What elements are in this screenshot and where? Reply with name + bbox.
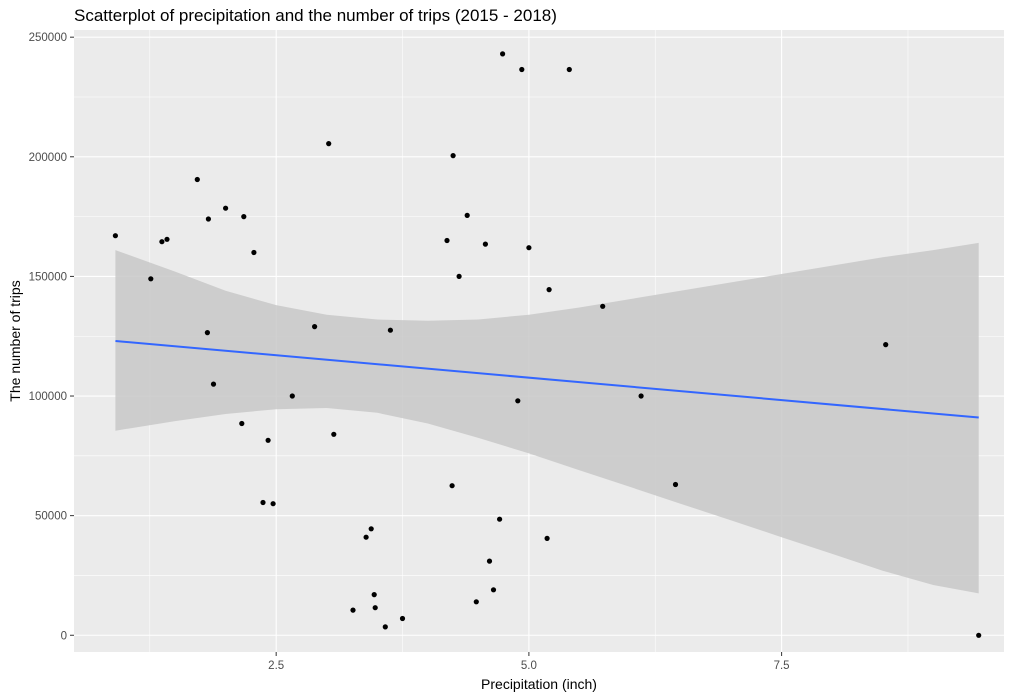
- data-point: [638, 393, 644, 399]
- data-point: [399, 615, 406, 622]
- data-point: [265, 437, 271, 443]
- x-axis-title: Precipitation (inch): [481, 676, 597, 692]
- data-point: [883, 342, 889, 348]
- data-point: [444, 237, 450, 244]
- data-point: [672, 481, 679, 488]
- data-point: [473, 599, 479, 605]
- data-point: [497, 516, 503, 522]
- data-point: [260, 499, 266, 506]
- data-point: [368, 526, 374, 532]
- major-gridlines: [74, 30, 1004, 652]
- y-tick-label: 200000: [29, 152, 67, 164]
- chart-title: Scatterplot of precipitation and the num…: [74, 6, 557, 25]
- data-point: [519, 66, 525, 73]
- data-point: [210, 381, 217, 387]
- data-point: [382, 624, 388, 630]
- data-point: [464, 212, 470, 218]
- y-axis-title: The number of trips: [7, 280, 23, 401]
- data-point: [205, 216, 211, 222]
- data-point: [456, 273, 462, 279]
- y-tick-label: 50000: [35, 511, 67, 523]
- data-point: [223, 205, 229, 211]
- data-point: [194, 176, 200, 183]
- data-point: [526, 245, 532, 251]
- y-tick-label: 150000: [29, 271, 67, 283]
- data-point: [312, 324, 318, 330]
- data-point: [204, 330, 210, 336]
- x-axis: 2.5 5.0 7.5: [268, 652, 790, 672]
- data-point: [566, 66, 572, 73]
- x-tick-label: 7.5: [774, 660, 790, 672]
- regression-line: [115, 340, 979, 419]
- data-point: [270, 501, 276, 507]
- y-tick-label: 100000: [29, 391, 67, 403]
- data-point: [112, 233, 118, 239]
- data-point: [515, 398, 521, 404]
- data-point: [387, 327, 393, 333]
- data-points: [112, 51, 982, 638]
- data-point: [159, 239, 165, 245]
- data-point: [500, 51, 506, 57]
- data-point: [363, 534, 369, 540]
- data-point: [486, 558, 493, 564]
- data-point: [251, 249, 257, 256]
- y-tick-label: 250000: [29, 32, 67, 44]
- data-point: [372, 605, 378, 611]
- y-tick-label: 0: [61, 630, 67, 642]
- data-point: [450, 153, 456, 159]
- data-point: [544, 535, 550, 542]
- x-tick-label: 5.0: [521, 660, 537, 672]
- data-point: [371, 592, 377, 598]
- data-point: [600, 303, 606, 309]
- data-point: [289, 393, 295, 399]
- data-point: [976, 632, 982, 638]
- confidence-ribbon: [115, 242, 979, 594]
- data-point: [326, 141, 332, 147]
- data-point: [482, 241, 488, 247]
- x-tick-label: 2.5: [268, 660, 284, 672]
- data-point: [331, 431, 337, 437]
- data-point: [241, 214, 247, 220]
- data-point: [164, 236, 170, 242]
- y-axis: 0 50000 100000 150000 200000 250000: [29, 32, 74, 642]
- data-point: [449, 483, 455, 489]
- data-point: [490, 587, 497, 593]
- data-point: [239, 420, 245, 427]
- data-point: [148, 276, 154, 282]
- data-point: [350, 607, 356, 613]
- data-point: [546, 287, 552, 293]
